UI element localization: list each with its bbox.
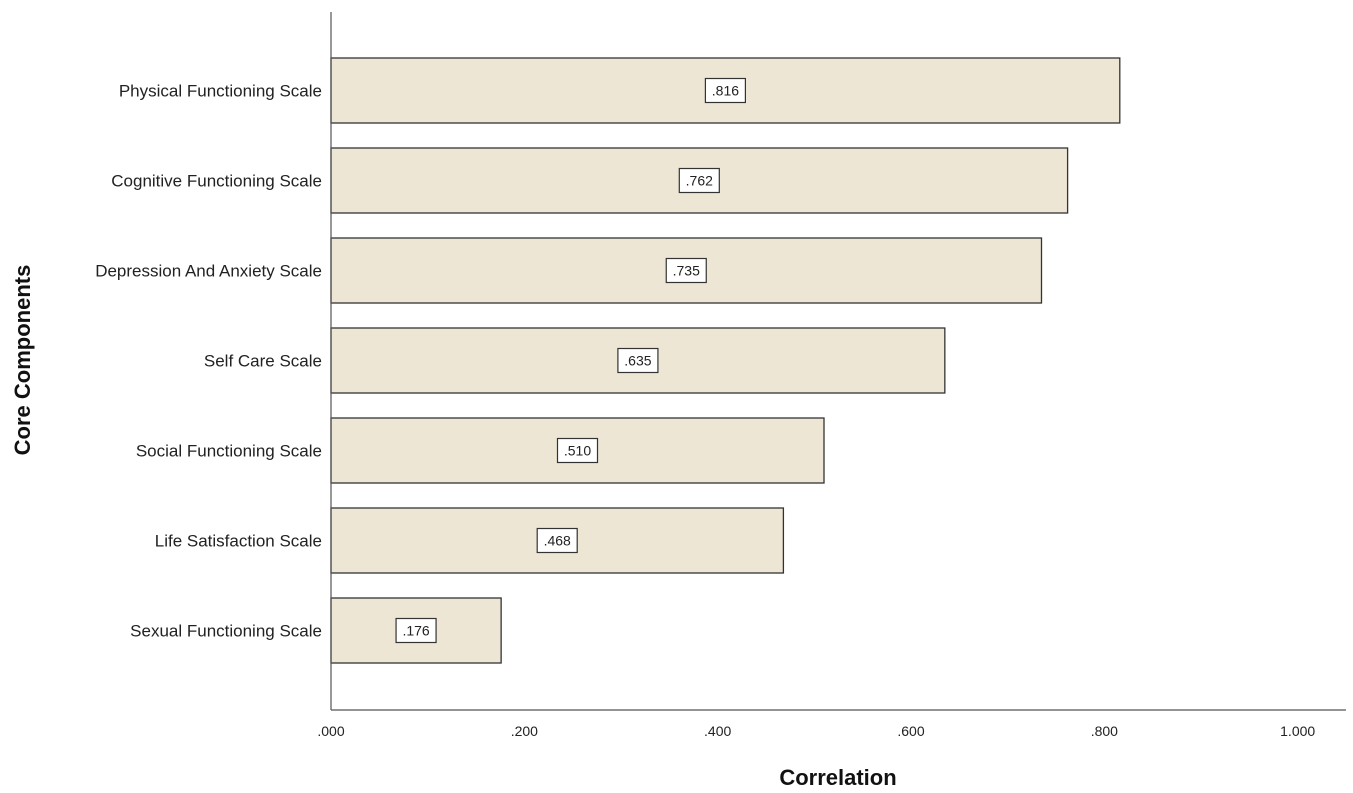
category-label-0: Physical Functioning Scale — [119, 82, 322, 101]
data-label-box-5 — [536, 527, 578, 554]
data-label-box-1 — [678, 167, 720, 194]
category-label-5: Life Satisfaction Scale — [155, 532, 322, 551]
x-tick-labels: .000 .200 .400 .600 .800 1.000 — [317, 723, 1315, 739]
category-label-1: Cognitive Functioning Scale — [111, 172, 322, 191]
data-label-box-4 — [556, 437, 599, 464]
data-label-0: .816 — [712, 83, 739, 99]
category-labels: Physical Functioning Scale Cognitive Func… — [95, 82, 322, 641]
category-label-3: Self Care Scale — [204, 352, 322, 371]
bars-layer — [330, 57, 1121, 664]
x-tick-label-2: .400 — [704, 723, 731, 739]
data-label-box-6 — [395, 617, 437, 644]
x-tick-label-4: .800 — [1091, 723, 1118, 739]
data-label-box-2 — [665, 257, 707, 284]
data-labels: .816 .762 .735 .635 .510 .468 .176 — [395, 77, 747, 644]
y-axis-title: Core Components — [10, 265, 35, 456]
data-label-2: .735 — [673, 263, 700, 279]
x-axis-title: Correlation — [779, 765, 896, 790]
axes-layer — [330, 12, 1346, 711]
x-tick-label-0: .000 — [317, 723, 344, 739]
data-label-6: .176 — [402, 623, 429, 639]
data-label-1: .762 — [686, 173, 713, 189]
data-label-4: .510 — [564, 443, 591, 459]
x-tick-label-3: .600 — [897, 723, 924, 739]
category-label-6: Sexual Functioning Scale — [130, 622, 322, 641]
data-label-3: .635 — [624, 353, 651, 369]
data-label-box-0 — [704, 77, 747, 104]
data-label-box-3 — [617, 347, 659, 374]
category-label-4: Social Functioning Scale — [136, 442, 322, 461]
data-label-5: .468 — [544, 533, 571, 549]
category-label-2: Depression And Anxiety Scale — [95, 262, 322, 281]
x-tick-label-5: 1.000 — [1280, 723, 1315, 739]
x-tick-label-1: .200 — [511, 723, 538, 739]
